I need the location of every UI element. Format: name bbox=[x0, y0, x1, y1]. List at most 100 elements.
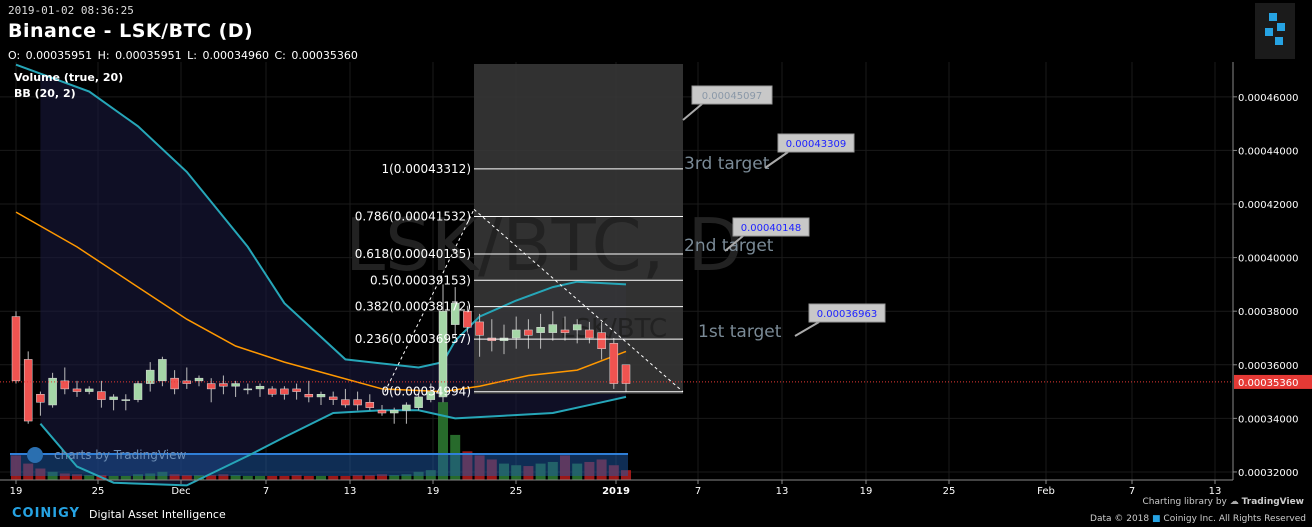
x-tick-label: 13 bbox=[1209, 486, 1222, 497]
candle-body bbox=[11, 316, 21, 382]
y-tick-label: 0.00034000 bbox=[1238, 414, 1298, 425]
candle-body bbox=[365, 402, 375, 408]
candle-body bbox=[133, 383, 143, 400]
fib-level-label: 0.382(0.00038172) bbox=[355, 300, 471, 314]
tradingview-watermark: charts by TradingView bbox=[27, 447, 186, 463]
candle-body bbox=[304, 394, 314, 398]
fib-trend-line bbox=[384, 209, 475, 392]
y-tick-label: 0.00032000 bbox=[1238, 468, 1298, 479]
volume-bars bbox=[10, 402, 631, 480]
volume-bar bbox=[84, 475, 95, 480]
tradingview-cloud-icon: ☁ bbox=[1229, 497, 1239, 507]
target-label: 2nd target bbox=[684, 236, 774, 256]
candle-body bbox=[231, 383, 240, 387]
x-tick-label: 25 bbox=[943, 486, 956, 497]
candle-body bbox=[463, 310, 472, 328]
coinigy-logo-icon bbox=[1255, 3, 1295, 59]
candle-body bbox=[353, 399, 362, 406]
candle-body bbox=[36, 394, 45, 403]
ohlc-h: 0.00035951 bbox=[115, 49, 182, 62]
candle-body bbox=[341, 399, 350, 406]
x-tick-label: 25 bbox=[510, 486, 523, 497]
candle-body bbox=[158, 359, 167, 382]
target-leader bbox=[724, 235, 744, 252]
candle-body bbox=[292, 388, 301, 392]
x-tick-label: 19 bbox=[860, 486, 873, 497]
candle-body bbox=[450, 302, 460, 325]
candle-body bbox=[548, 324, 558, 333]
candle-body bbox=[219, 383, 228, 387]
indicator-bb[interactable]: BB (20, 2) bbox=[14, 87, 76, 100]
volume-ma-band bbox=[10, 454, 628, 476]
volume-bar bbox=[133, 474, 143, 480]
target-price-box bbox=[808, 303, 886, 323]
candle-body bbox=[60, 380, 70, 390]
ohlc-h-label: H: bbox=[97, 49, 110, 62]
y-tick-label: 0.00044000 bbox=[1238, 146, 1298, 157]
fibonacci-retracement[interactable]: 1(0.00043312) 0.786(0.00041532) 0.618(0.00… bbox=[355, 162, 684, 399]
volume-bar bbox=[181, 475, 192, 480]
candle-body bbox=[72, 388, 82, 392]
x-tick-label: 25 bbox=[92, 486, 105, 497]
x-tick-label: 2019 bbox=[602, 486, 630, 497]
volume-bar bbox=[59, 473, 70, 480]
bb-upper-line bbox=[15, 63, 627, 369]
ohlc-c: 0.00035360 bbox=[291, 49, 358, 62]
candle-body bbox=[572, 324, 582, 331]
copyright-text-2: Coinigy Inc. All Rights Reserved bbox=[1163, 514, 1306, 524]
coinigy-small-icon: ■ bbox=[1152, 514, 1161, 524]
coinigy-tagline: Digital Asset Intelligence bbox=[89, 508, 226, 521]
tradingview-credit: TradingView bbox=[1241, 497, 1304, 507]
fib-level-label: 0.618(0.00040135) bbox=[355, 247, 471, 261]
indicator-volume[interactable]: Volume (true, 20) bbox=[14, 71, 124, 84]
target-price-box bbox=[777, 133, 855, 153]
candle-body bbox=[23, 359, 33, 422]
candle-body bbox=[243, 388, 253, 391]
candle-body bbox=[170, 377, 179, 390]
volume-bar bbox=[340, 475, 351, 480]
y-tick-label: 0.00038000 bbox=[1238, 307, 1298, 318]
target-annotations[interactable]: 1st target 0.00036963 2nd target 0.00040148… bbox=[682, 85, 886, 342]
fib-level-label: 1(0.00043312) bbox=[381, 162, 471, 176]
target-price-text: 0.00043309 bbox=[786, 139, 846, 150]
volume-bar bbox=[218, 474, 229, 480]
target-label: 1st target bbox=[698, 322, 782, 342]
candle-body bbox=[438, 310, 448, 398]
candle-body bbox=[389, 410, 399, 414]
fib-level-label: 0.236(0.00036957) bbox=[355, 332, 471, 346]
volume-bar bbox=[389, 475, 400, 480]
bollinger-bands bbox=[15, 63, 627, 487]
volume-bar bbox=[328, 475, 339, 480]
bb-middle-line bbox=[15, 211, 627, 393]
target-label: 3rd target bbox=[684, 154, 770, 174]
volume-bar bbox=[377, 474, 387, 480]
volume-bar bbox=[401, 474, 412, 480]
last-price-label: 0.00035360 bbox=[1238, 378, 1298, 389]
x-tick-label: 19 bbox=[427, 486, 440, 497]
candle-body bbox=[524, 329, 533, 336]
candle-body bbox=[560, 329, 570, 333]
candle-body bbox=[426, 391, 436, 400]
candle-body bbox=[609, 343, 619, 384]
volume-bar bbox=[72, 474, 82, 480]
volume-bar bbox=[108, 475, 119, 480]
fib-trend-line bbox=[473, 208, 684, 393]
ohlc-l: 0.00034960 bbox=[202, 49, 269, 62]
volume-bar bbox=[291, 475, 302, 480]
tv-watermark-text: charts by TradingView bbox=[54, 448, 186, 462]
candle-body bbox=[267, 388, 277, 395]
volume-bar bbox=[438, 402, 448, 480]
x-tick-label: 7 bbox=[263, 486, 269, 497]
candle-body bbox=[194, 377, 204, 382]
candle-body bbox=[145, 369, 155, 384]
ohlc-c-label: C: bbox=[274, 49, 286, 62]
y-tick-label: 0.00046000 bbox=[1238, 93, 1298, 104]
volume-bar bbox=[145, 473, 156, 480]
volume-bar bbox=[316, 475, 326, 480]
candle-body bbox=[316, 394, 326, 398]
x-tick-label: 7 bbox=[1129, 486, 1135, 497]
volume-bar bbox=[242, 475, 253, 480]
volume-bar bbox=[279, 475, 290, 480]
volume-bar bbox=[120, 475, 131, 480]
